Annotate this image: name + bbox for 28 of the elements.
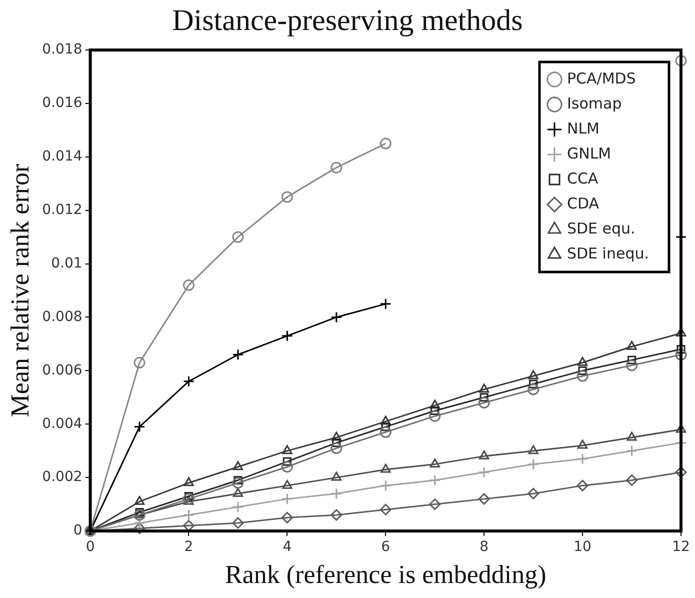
legend-label: NLM xyxy=(566,119,600,138)
legend-label: CCA xyxy=(566,169,599,188)
legend-label: GNLM xyxy=(566,144,612,162)
y-tick-label: 0.018 xyxy=(42,42,82,58)
y-tick-label: 0.014 xyxy=(42,148,82,165)
x-tick-label: 4 xyxy=(282,539,292,556)
chart-title: Distance-preserving methods xyxy=(171,4,524,38)
y-tick-label: 0.01 xyxy=(51,255,82,272)
y-tick-label: 0.016 xyxy=(42,95,82,112)
x-tick-label: 8 xyxy=(480,539,489,556)
y-tick-label: 0.004 xyxy=(42,416,82,432)
legend-label: CDA xyxy=(566,194,600,212)
legend-label: Isomap xyxy=(566,94,622,112)
y-axis-title: Mean relative rank error xyxy=(5,163,34,418)
x-tick-label: 10 xyxy=(574,539,592,556)
x-tick-label: 2 xyxy=(184,539,194,556)
y-tick-label: 0.008 xyxy=(42,308,82,325)
x-tick-label: 12 xyxy=(672,539,690,556)
y-tick-label: 0 xyxy=(73,522,82,539)
legend-label: PCA/MDS xyxy=(566,69,636,88)
x-tick-label: 6 xyxy=(381,539,390,556)
y-tick-label: 0.006 xyxy=(42,362,82,378)
y-tick-label: 0.012 xyxy=(42,202,82,218)
x-tick-label: 0 xyxy=(86,539,95,556)
x-axis-title: Rank (reference is embedding) xyxy=(225,560,546,590)
y-tick-label: 0.002 xyxy=(42,469,82,486)
legend-label: SDE equ. xyxy=(566,219,636,238)
legend-label: SDE inequ. xyxy=(566,244,650,262)
